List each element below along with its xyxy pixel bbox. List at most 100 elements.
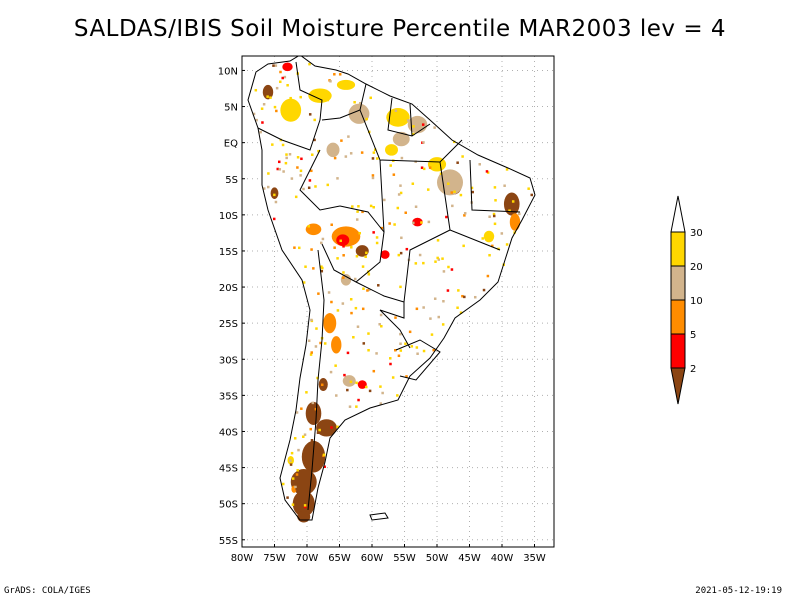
speckle-cell [276, 167, 279, 171]
speckle-cell [369, 204, 373, 208]
speckle-cell [463, 214, 466, 217]
speckle-cell [450, 268, 454, 271]
speckle-cell [279, 138, 283, 142]
speckle-cell [329, 80, 332, 83]
speckle-cell [266, 95, 269, 98]
speckle-cell [437, 315, 440, 319]
speckle-cell [453, 190, 456, 193]
speckle-cell [290, 177, 294, 180]
speckle-cell [478, 163, 481, 166]
speckle-cell [310, 318, 313, 322]
speckle-cell [310, 351, 313, 354]
speckle-cell [394, 109, 398, 112]
speckle-cell [394, 316, 397, 319]
speckle-cell [367, 332, 370, 335]
speckle-cell [461, 294, 464, 298]
speckle-cell [274, 200, 278, 204]
y-tick-label: 45S [219, 464, 238, 475]
speckle-cell [356, 210, 359, 213]
speckle-cell [336, 177, 339, 180]
x-tick-label: 65W [328, 553, 351, 564]
x-tick-label: 45W [458, 553, 481, 564]
speckle-cell [281, 143, 285, 147]
speckle-cell [297, 448, 300, 452]
speckle-cell [342, 254, 345, 257]
speckle-cell [456, 306, 459, 310]
speckle-cell [441, 323, 445, 326]
speckle-cell [447, 265, 450, 269]
border-guianas [387, 97, 431, 137]
speckle-cell [273, 193, 276, 197]
speckle-cell [470, 186, 474, 190]
speckle-cell [481, 237, 484, 240]
legend-box [670, 231, 686, 267]
speckle-cell [310, 153, 314, 156]
legend-label: 30 [690, 228, 703, 239]
timestamp: 2021-05-12-19:19 [695, 586, 782, 596]
x-tick-label: 55W [393, 553, 416, 564]
speckle-cell [286, 84, 289, 87]
speckle-cell [400, 156, 404, 160]
speckle-cell [299, 169, 303, 173]
border-argentina-brazil [379, 309, 411, 349]
speckle-cell [364, 255, 367, 259]
speckle-cell [353, 277, 357, 281]
speckle-cell [503, 184, 506, 187]
speckle-cell [272, 217, 276, 221]
speckle-cell [286, 496, 289, 499]
speckle-cell [378, 323, 381, 326]
speckle-cell [271, 143, 274, 146]
speckle-cell [399, 251, 403, 255]
speckle-cell [373, 148, 377, 152]
speckle-cell [322, 453, 326, 457]
border-uruguay [395, 339, 441, 381]
speckle-cell [303, 504, 307, 507]
speckle-cell [428, 166, 432, 169]
speckle-cell [330, 223, 333, 227]
speckle-cell [399, 191, 403, 195]
speckle-cell [291, 477, 295, 480]
speckle-cell [457, 289, 460, 292]
speckle-cell [405, 247, 409, 251]
moisture-region [412, 217, 423, 227]
speckle-cell [349, 380, 353, 384]
speckle-cell [358, 231, 362, 235]
x-tick-label: 80W [231, 553, 254, 564]
speckle-cell [327, 291, 331, 294]
speckle-cell [371, 157, 375, 160]
color-legend: 2 5 10 20 30 [670, 195, 703, 405]
speckle-cell [379, 385, 382, 388]
speckle-cell [277, 160, 281, 164]
speckle-cell [296, 166, 299, 169]
speckle-cell [308, 179, 312, 182]
moisture-region [509, 213, 521, 231]
moisture-region [392, 131, 410, 147]
speckle-cell [310, 439, 314, 442]
moisture-region [282, 62, 293, 72]
speckle-cell [289, 113, 292, 117]
speckle-cell [463, 295, 466, 299]
speckle-cell [415, 307, 419, 311]
speckle-cell [411, 182, 415, 185]
speckle-cell [420, 166, 424, 169]
speckle-cell [493, 222, 497, 226]
speckle-cell [357, 398, 360, 402]
moisture-region [385, 144, 398, 156]
speckle-cell [326, 98, 330, 102]
country-borders [247, 56, 536, 521]
speckle-cell [333, 156, 337, 160]
speckle-cell [252, 112, 256, 116]
x-tick-label: 75W [263, 553, 286, 564]
speckle-cell [491, 244, 494, 248]
speckle-cell [447, 182, 450, 185]
speckle-cell [485, 170, 489, 173]
speckle-cell [267, 172, 270, 175]
speckle-cell [418, 253, 422, 257]
moisture-region [270, 187, 279, 199]
speckle-cell [488, 253, 491, 257]
speckle-cell [322, 94, 325, 98]
speckle-cell [508, 209, 511, 212]
speckle-cell [347, 135, 350, 138]
speckle-cell [441, 257, 444, 260]
